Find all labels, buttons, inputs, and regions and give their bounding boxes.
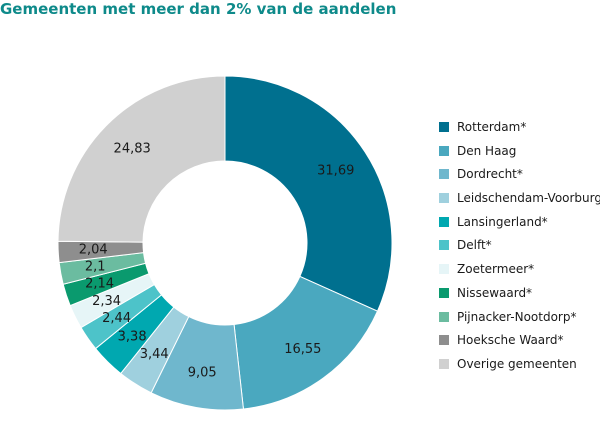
legend-item-delft: Delft*	[439, 238, 600, 253]
legend-label: Rotterdam*	[457, 120, 527, 134]
legend-swatch	[439, 240, 449, 251]
data-label-rotterdam: 31,69	[317, 164, 354, 179]
data-label-hoeksche-waard: 2,04	[79, 243, 108, 258]
legend-label: Nissewaard*	[457, 285, 533, 300]
data-label-nissewaard: 2,14	[85, 277, 114, 292]
data-label-delft: 2,44	[102, 311, 131, 326]
legend-swatch	[439, 216, 449, 227]
legend-swatch	[439, 311, 449, 322]
legend-label: Dordrecht*	[457, 167, 523, 182]
data-label-overige-gemeenten: 24,83	[114, 142, 151, 157]
legend-label: Delft*	[457, 238, 492, 253]
legend-item-dordrecht: Dordrecht*	[439, 167, 600, 182]
legend-item-leidschendam-voorburg: Leidschendam-Voorburg*	[439, 191, 600, 206]
legend-swatch	[439, 287, 449, 298]
legend-item-pijnacker-nootdorp: Pijnacker-Nootdorp*	[439, 309, 600, 324]
data-label-dordrecht: 9,05	[188, 366, 217, 381]
legend-swatch	[439, 264, 449, 275]
legend-swatch	[439, 335, 449, 346]
legend-swatch	[439, 358, 449, 369]
slice-den-haag	[233, 275, 379, 410]
legend-item-overige-gemeenten: Overige gemeenten	[439, 356, 600, 371]
legend-label: Overige gemeenten	[457, 356, 577, 371]
donut-chart: 31,69 16,55 9,05 3,44 3,38 2,44 2,34 2,14 2,1 2,0…	[57, 75, 393, 411]
legend-item-hoeksche-waard: Hoeksche Waard*	[439, 333, 600, 348]
data-label-leidschendam-voorburg: 3,44	[140, 347, 169, 362]
legend-swatch	[439, 145, 449, 156]
legend-swatch	[439, 193, 449, 204]
legend-label: Den Haag	[457, 143, 517, 158]
legend-swatch	[439, 169, 449, 180]
slice-overige-gemeenten	[57, 75, 226, 243]
slice-rotterdam	[224, 75, 393, 312]
legend-label: Leidschendam-Voorburg*	[457, 191, 600, 206]
legend-item-nissewaard: Nissewaard*	[439, 285, 600, 300]
data-label-zoetermeer: 2,34	[92, 294, 121, 309]
legend-item-zoetermeer: Zoetermeer*	[439, 262, 600, 277]
legend-label: Hoeksche Waard*	[457, 333, 564, 348]
legend-label: Lansingerland*	[457, 214, 548, 229]
data-label-lansingerland: 3,38	[118, 329, 147, 344]
chart-legend: Rotterdam* Den Haag Dordrecht* Leidschendam…	[439, 120, 600, 382]
data-label-pijnacker-nootdorp: 2,1	[85, 260, 106, 275]
legend-item-lansingerland: Lansingerland*	[439, 214, 600, 229]
data-label-den-haag: 16,55	[284, 342, 321, 357]
legend-item-den-haag: Den Haag	[439, 143, 600, 158]
legend-swatch	[439, 122, 449, 132]
legend-label: Pijnacker-Nootdorp*	[457, 309, 577, 324]
chart-title: Gemeenten met meer dan 2% van de aandele…	[0, 0, 397, 18]
legend-item-rotterdam: Rotterdam*	[439, 120, 600, 134]
legend-label: Zoetermeer*	[457, 262, 535, 277]
